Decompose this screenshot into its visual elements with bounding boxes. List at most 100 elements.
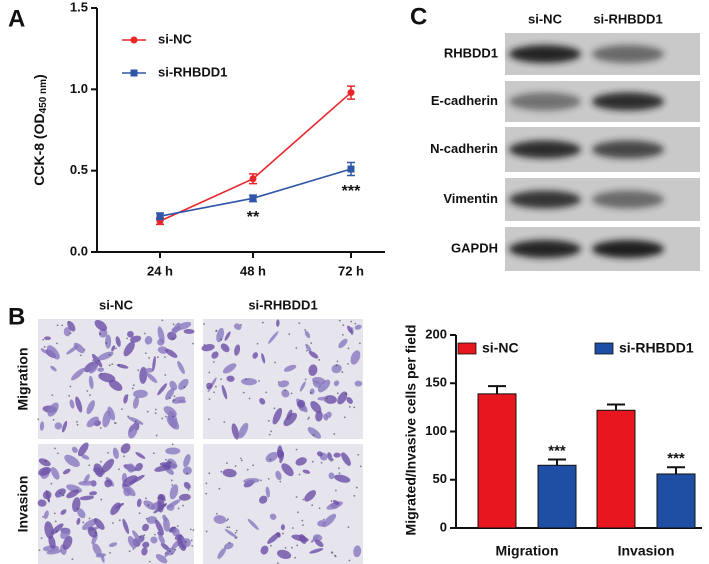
point (347, 165, 355, 173)
cell (171, 322, 181, 336)
pore (174, 548, 177, 551)
pore (208, 398, 211, 401)
pore (69, 332, 72, 335)
pore (273, 407, 276, 410)
cell (142, 541, 150, 548)
cell (243, 478, 260, 484)
error-bar (607, 403, 625, 411)
point (156, 212, 164, 220)
cell (333, 452, 341, 458)
cell (267, 331, 279, 344)
cell (179, 493, 191, 501)
cell (261, 353, 266, 364)
cell (54, 422, 63, 430)
pore (107, 451, 110, 454)
pore (134, 420, 137, 423)
cell (164, 548, 171, 558)
cell (98, 372, 116, 383)
pore (220, 338, 223, 341)
cell (60, 528, 71, 540)
pore (308, 416, 310, 419)
pore (144, 352, 147, 355)
row-label: E-cadherin (431, 93, 498, 108)
cell (299, 381, 306, 392)
x-tick-label: 48 h (240, 263, 266, 278)
pore (208, 472, 211, 475)
blot-band (509, 140, 581, 159)
pore (68, 394, 71, 397)
pore (336, 392, 339, 395)
cell (295, 457, 307, 466)
bar (596, 409, 636, 529)
pore (297, 511, 299, 514)
pore (302, 524, 304, 526)
pore (242, 391, 245, 394)
pore (155, 434, 158, 437)
pore (190, 539, 193, 542)
pore (42, 338, 45, 341)
cell (129, 335, 142, 343)
cell (278, 380, 290, 388)
pore (171, 443, 174, 446)
pore (172, 399, 175, 402)
cell (260, 545, 269, 555)
pore (220, 378, 223, 381)
pore (256, 342, 259, 345)
cell (309, 548, 324, 554)
pore (177, 507, 180, 510)
pore (337, 467, 340, 470)
cell (304, 490, 316, 502)
micrograph (203, 444, 363, 564)
cell (317, 379, 331, 393)
pore (117, 364, 120, 366)
cell (304, 330, 311, 339)
cell (310, 400, 322, 414)
pore (76, 423, 79, 426)
pore (69, 385, 72, 388)
cell (46, 345, 60, 360)
cell (43, 336, 51, 341)
cell (70, 367, 86, 381)
pore (156, 356, 159, 359)
row-label: GAPDH (451, 240, 498, 255)
point (249, 194, 257, 202)
y-tick-label: 200 (425, 326, 447, 341)
pore (358, 342, 361, 345)
cell (51, 523, 64, 535)
pore (225, 519, 228, 522)
point (347, 89, 355, 97)
cell (221, 384, 228, 400)
pore (99, 427, 102, 429)
cell (157, 346, 169, 354)
pore (146, 410, 149, 413)
cell (50, 467, 60, 480)
cell (223, 542, 234, 550)
panel-label: A (8, 5, 25, 32)
pore (226, 462, 228, 465)
cell (50, 365, 57, 372)
pore (137, 369, 140, 372)
cell (75, 396, 83, 413)
cell (89, 363, 98, 374)
pore (169, 550, 171, 553)
pore (42, 515, 44, 518)
cell (60, 509, 67, 515)
cell (157, 326, 165, 344)
bar (537, 464, 577, 529)
cell (108, 542, 118, 548)
pore (165, 458, 167, 461)
pore (54, 447, 56, 450)
cell (165, 447, 181, 455)
pore (291, 527, 294, 529)
cell (77, 442, 89, 457)
pore (126, 337, 128, 340)
cell (152, 356, 156, 372)
cell (279, 451, 285, 464)
pore (83, 348, 86, 351)
bar (656, 473, 696, 529)
cell (307, 427, 321, 439)
cell (157, 338, 165, 346)
pore (206, 387, 209, 390)
pore (322, 518, 325, 521)
pore (320, 461, 323, 464)
